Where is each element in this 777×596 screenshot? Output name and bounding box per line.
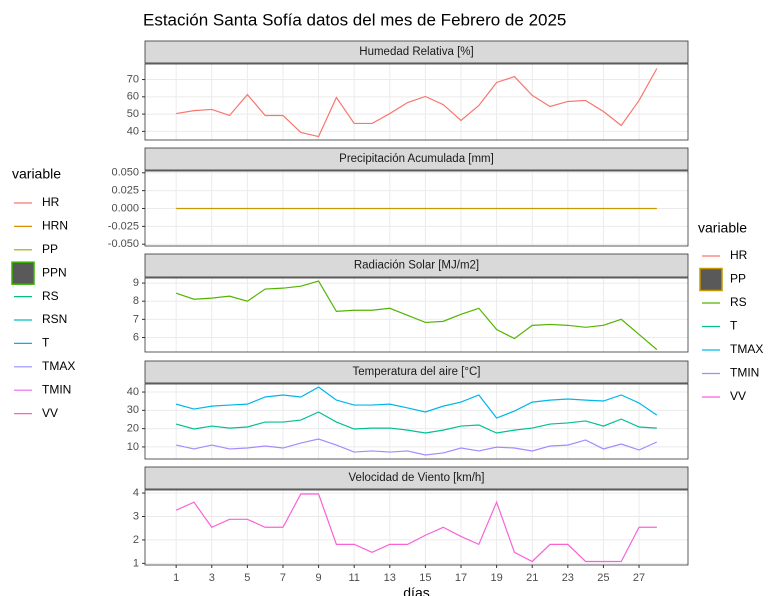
y-tick-label: 0.050	[111, 167, 139, 179]
x-tick-label: 1	[173, 572, 179, 584]
chart-title: Estación Santa Sofía datos del mes de Fe…	[143, 10, 566, 29]
legend-label: TMAX	[730, 342, 763, 356]
x-tick-label: 15	[419, 572, 431, 584]
panel	[145, 64, 688, 140]
y-tick-label: 2	[133, 534, 139, 546]
legend-label: T	[730, 319, 738, 333]
legend-label: PP	[42, 242, 58, 256]
legend-label: PPN	[42, 265, 67, 279]
y-tick-label: -0.050	[108, 238, 139, 250]
panel-title: Velocidad de Viento [km/h]	[349, 472, 485, 484]
legend-label: PP	[730, 272, 746, 286]
panel-title: Radiación Solar [MJ/m2]	[354, 260, 479, 272]
panel-border	[144, 489, 689, 566]
legend-label: RS	[730, 295, 747, 309]
x-tick-label: 25	[597, 572, 609, 584]
strip	[144, 360, 689, 384]
y-tick-label: 20	[127, 423, 139, 435]
y-tick-label: 40	[127, 125, 139, 137]
x-tick-label: 13	[384, 572, 396, 584]
legend-label: RSN	[42, 312, 67, 326]
legend-label: HR	[42, 195, 60, 209]
y-tick-label: 10	[127, 441, 139, 453]
y-tick-label: 7	[133, 313, 139, 325]
y-tick-label: 3	[133, 510, 139, 522]
x-tick-label: 19	[490, 572, 502, 584]
panel-border	[144, 63, 689, 141]
x-tick-label: 11	[348, 572, 359, 584]
line	[176, 68, 658, 138]
x-tick-label: 21	[526, 572, 538, 584]
panel	[145, 490, 688, 565]
legend-key	[11, 261, 35, 285]
x-tick-label: 23	[562, 572, 574, 584]
x-tick-label: 7	[280, 572, 286, 584]
y-tick-label: 8	[133, 295, 139, 307]
panel-border	[144, 383, 689, 460]
line	[175, 411, 657, 434]
x-tick-label: 27	[633, 572, 645, 584]
panel-title: Precipitación Acumulada [mm]	[339, 153, 494, 165]
y-tick-label: 6	[133, 331, 139, 343]
legend-title: variable	[12, 166, 61, 182]
y-tick-label: 1	[133, 557, 139, 569]
y-tick-label: 4	[133, 487, 139, 499]
panel-title: Temperatura del aire [°C]	[353, 366, 481, 378]
y-tick-label: 0.000	[111, 202, 139, 214]
legend-label: HRN	[42, 219, 68, 233]
strip	[144, 253, 689, 278]
line	[176, 438, 658, 456]
strip	[144, 40, 689, 64]
strip	[144, 466, 689, 490]
legend-label: RS	[42, 289, 59, 303]
y-tick-label: 30	[127, 404, 139, 416]
line	[175, 493, 657, 563]
x-tick-label: 9	[316, 572, 322, 584]
x-tick-label: 3	[209, 572, 215, 584]
y-tick-label: -0.025	[108, 220, 139, 232]
panel-border	[144, 170, 689, 247]
x-axis-label: días	[403, 585, 429, 596]
panel-border	[144, 277, 689, 353]
y-tick-label: 9	[133, 277, 139, 289]
legend-label: HR	[730, 248, 748, 262]
y-tick-label: 0.025	[111, 185, 139, 197]
legend-title: variable	[698, 220, 747, 236]
legend-label: VV	[730, 389, 746, 403]
y-tick-label: 70	[127, 73, 139, 85]
legend-label: T	[42, 336, 50, 350]
panel-title: Humedad Relativa [%]	[359, 46, 473, 58]
panel	[145, 278, 688, 352]
legend-label: TMIN	[730, 366, 759, 380]
x-tick-label: 5	[244, 572, 250, 584]
line	[175, 280, 658, 351]
line	[175, 386, 658, 419]
legend-label: TMAX	[42, 359, 75, 373]
legend-key	[699, 267, 723, 292]
y-tick-label: 40	[127, 386, 139, 398]
x-tick-label: 17	[455, 572, 467, 584]
legend-label: VV	[42, 406, 58, 420]
strip	[144, 147, 689, 171]
legend-label: TMIN	[42, 382, 71, 396]
y-tick-label: 50	[127, 108, 139, 120]
y-tick-label: 60	[127, 91, 139, 103]
